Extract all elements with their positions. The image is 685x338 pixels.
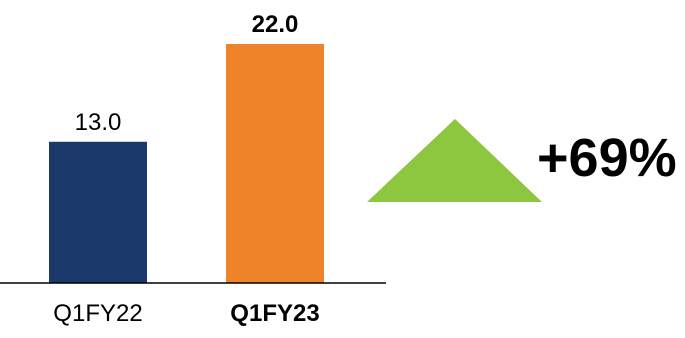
up-triangle-icon (367, 119, 542, 202)
labels-layer: 13.0 Q1FY22 22.0 Q1FY23 (53, 11, 319, 327)
category-label-q1fy22: Q1FY22 (53, 300, 142, 327)
category-label-q1fy23: Q1FY23 (230, 300, 319, 327)
value-label-q1fy22: 13.0 (75, 109, 122, 136)
bar-q1fy22 (49, 141, 147, 283)
bar-q1fy23 (226, 44, 324, 283)
bars-layer (49, 44, 324, 283)
change-percentage: +69% (537, 128, 677, 188)
value-label-q1fy23: 22.0 (252, 11, 299, 38)
